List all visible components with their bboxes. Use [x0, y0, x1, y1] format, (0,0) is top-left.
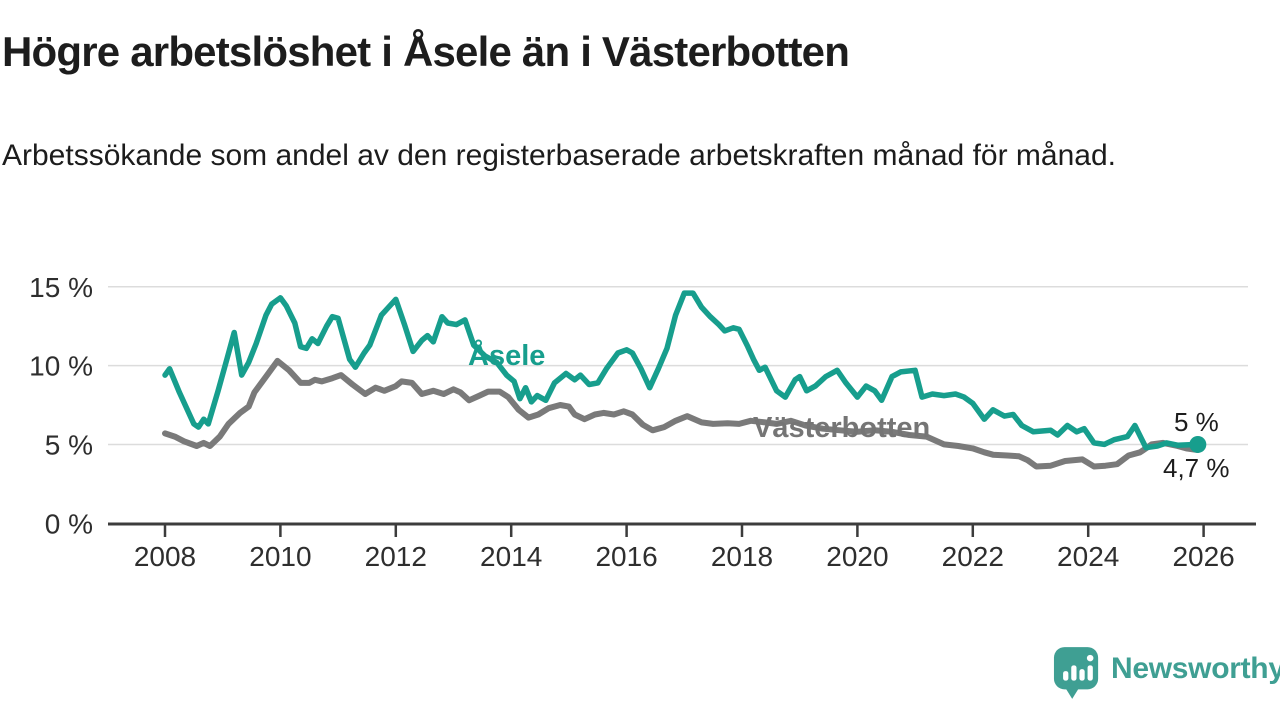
x-tick-label: 2024: [1057, 541, 1119, 572]
exclamation-dot: [1086, 654, 1094, 662]
x-tick-label: 2010: [249, 541, 311, 572]
y-tick-label: 10 %: [29, 351, 93, 382]
x-tick-label: 2020: [826, 541, 888, 572]
chart-title: Högre arbetslöshet i Åsele än i Västerbo…: [2, 28, 850, 75]
chart-subtitle: Arbetssökande som andel av den registerb…: [2, 139, 1116, 172]
asele-line: [162, 290, 1201, 451]
x-tick-label: 2022: [942, 541, 1004, 572]
vasterbotten-line: [162, 357, 1201, 470]
exclamation-bar: [1087, 665, 1093, 681]
newsworthy-logo: Newsworthy: [1053, 644, 1280, 702]
series-label-asele: Åsele: [468, 340, 546, 372]
newsworthy-logo-text: Newsworthy: [1111, 652, 1280, 685]
y-tick-label: 5 %: [45, 429, 93, 460]
x-tick-label: 2008: [134, 541, 196, 572]
end-value-asele: 5 %: [1174, 407, 1219, 437]
end-value-vasterbotten: 4,7 %: [1163, 453, 1230, 483]
x-tick-label: 2018: [711, 541, 773, 572]
x-tick-label: 2016: [595, 541, 657, 572]
newsworthy-logo-icon: [1053, 647, 1099, 699]
asele-end-dot: [1189, 435, 1207, 453]
y-tick-label: 0 %: [45, 508, 93, 539]
x-tick-label: 2026: [1172, 541, 1234, 572]
y-tick-label: 15 %: [29, 272, 93, 303]
x-tick-label: 2014: [480, 541, 542, 572]
series-label-vasterbotten: Västerbotten: [753, 412, 931, 444]
x-tick-label: 2012: [365, 541, 427, 572]
